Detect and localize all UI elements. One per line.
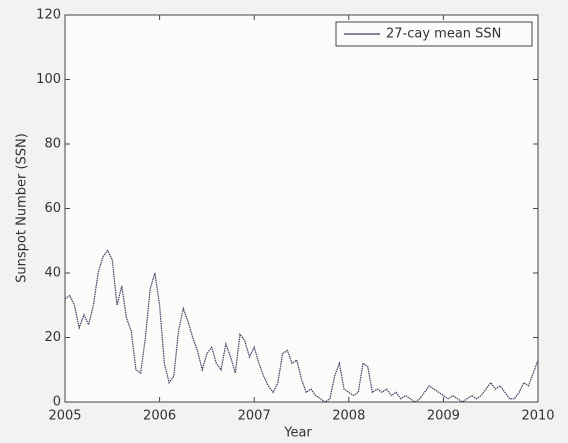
x-axis-label: Year xyxy=(283,426,312,441)
x-tick-label: 2010 xyxy=(521,409,554,424)
legend-label: 27-cay mean SSN xyxy=(386,27,501,42)
y-tick-label: 100 xyxy=(36,72,61,87)
x-tick-label: 2006 xyxy=(143,409,176,424)
x-tick-label: 2009 xyxy=(427,409,460,424)
y-axis-label: Sunspot Number (SSN) xyxy=(15,133,30,283)
plot-area xyxy=(64,14,539,403)
y-tick-label: 120 xyxy=(36,8,61,23)
y-tick-label: 0 xyxy=(53,395,61,410)
data-line xyxy=(64,249,539,403)
x-tick-label: 2008 xyxy=(332,409,365,424)
y-tick-label: 20 xyxy=(44,330,61,345)
y-tick-label: 40 xyxy=(44,266,61,281)
y-tick-label: 80 xyxy=(44,137,61,152)
y-tick-label: 60 xyxy=(44,201,61,216)
x-tick-label: 2007 xyxy=(238,409,271,424)
x-tick-label: 2005 xyxy=(48,409,81,424)
